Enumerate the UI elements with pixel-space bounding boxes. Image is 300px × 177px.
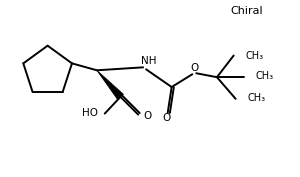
Text: HO: HO (82, 108, 98, 118)
Text: Chiral: Chiral (230, 6, 263, 16)
Text: CH₃: CH₃ (255, 71, 273, 81)
Polygon shape (97, 70, 123, 99)
Text: NH: NH (141, 56, 157, 66)
Text: O: O (143, 111, 152, 121)
Text: O: O (163, 113, 171, 122)
Text: CH₃: CH₃ (245, 50, 264, 61)
Text: O: O (190, 63, 198, 73)
Text: CH₃: CH₃ (248, 93, 266, 103)
